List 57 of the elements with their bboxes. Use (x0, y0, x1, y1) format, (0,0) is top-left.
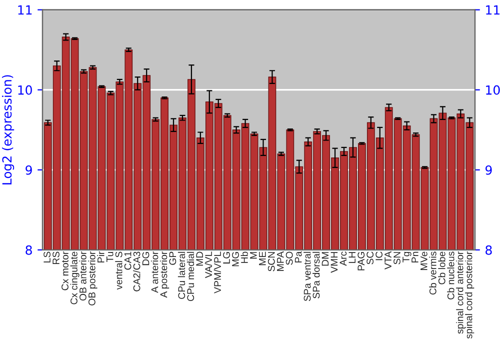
x-tick-label: SCN (268, 252, 275, 272)
x-tick-label: Pir (97, 251, 104, 262)
x-tick-label: VTA (384, 251, 392, 270)
x-tick-label: SC (366, 252, 374, 264)
x-tick-label: SN (394, 252, 400, 264)
x-tick-label: SO (286, 252, 293, 265)
x-tick-label: CA2/CA3 (133, 252, 140, 292)
x-tick-label: DM (322, 252, 329, 266)
x-tick-label: LG (223, 252, 230, 264)
x-tick-label: Pa (294, 251, 302, 262)
x-tick-label: GP (169, 252, 176, 265)
y2-tick-label: 8 (486, 245, 492, 255)
x-tick-label: LH (348, 252, 356, 263)
x-tick-label: ventral S (115, 252, 122, 290)
x-tick-label: Cx motor (62, 251, 68, 290)
y2-tick-label: 9 (486, 165, 492, 175)
x-tick-label: DG (142, 252, 150, 266)
x-tick-label: spinal cord anterior (456, 251, 466, 334)
y-axis-title: Log2 (expression) (2, 75, 14, 184)
x-tick-label: Cb vermis (429, 252, 436, 295)
x-tick-label: CPu medial (186, 252, 194, 302)
x-tick-label: Cx cingulate (70, 252, 80, 304)
x-tick-label: Tu (106, 252, 114, 262)
x-tick-label: CA1 (124, 252, 132, 270)
x-tick-label: MPA (277, 251, 284, 271)
x-tick-label: RS (52, 252, 60, 264)
x-tick-label: VMH (330, 252, 338, 273)
x-tick-label: PAG (358, 252, 365, 270)
x-tick-label: Tg (402, 252, 412, 262)
y-tick-label: 8 (26, 245, 32, 255)
x-tick-label: spinal cord posterior (465, 251, 474, 339)
x-tick-label: OB anterior (79, 251, 86, 301)
x-tick-label: M (250, 252, 257, 259)
x-tick-label: Cb nucleus (447, 252, 454, 300)
y-tick-label: 10 (18, 85, 32, 95)
x-tick-label: MVe (420, 252, 428, 270)
x-tick-label: ME (259, 252, 266, 266)
y2-tick-label: 10 (486, 85, 500, 95)
x-tick-label: Hb (240, 252, 248, 263)
y2-tick-label: 11 (486, 5, 500, 15)
x-tick-label: SPa ventral (304, 252, 311, 302)
x-tick-label: LS (44, 252, 50, 262)
x-tick-label: Cb lobe (438, 252, 446, 284)
x-tick-label: Pn (412, 252, 418, 262)
x-tick-label: VA/VL (204, 252, 212, 278)
x-tick-label: VPM/VPL (214, 252, 221, 294)
y-tick-label: 11 (18, 5, 32, 15)
x-tick-label: A anterior (151, 251, 158, 293)
x-tick-label: OB posterior (88, 251, 98, 306)
y-tick-label: 9 (26, 165, 32, 175)
x-tick-label: CPu lateral (178, 252, 186, 299)
x-tick-label: Arc (340, 252, 347, 266)
x-tick-label: IC (376, 252, 382, 260)
x-tick-label: SPa dorsal (312, 252, 320, 298)
x-tick-label: A posterior (160, 251, 170, 298)
x-tick-label: MG (232, 252, 239, 266)
x-tick-label: MD (196, 252, 203, 266)
